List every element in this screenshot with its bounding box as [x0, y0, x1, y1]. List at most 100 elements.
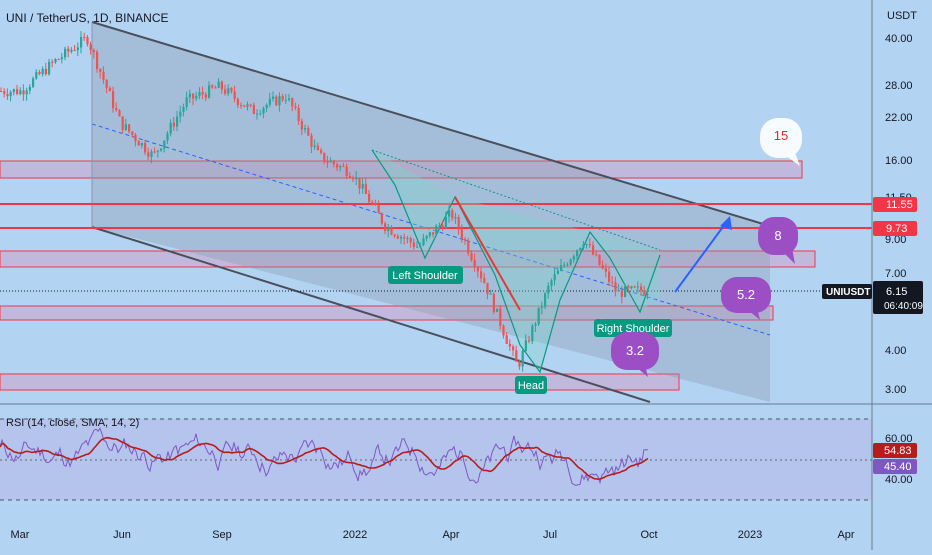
candle-body: [54, 59, 57, 63]
candle-body: [476, 267, 479, 272]
candle-body: [444, 216, 447, 228]
candle-body: [236, 98, 239, 106]
candle-body: [67, 48, 70, 52]
candle-body: [412, 242, 415, 248]
candle-body: [19, 90, 22, 95]
candle-body: [640, 286, 643, 291]
candle-body: [268, 98, 271, 105]
candle-body: [336, 164, 339, 168]
candle-body: [547, 285, 550, 294]
badge-11-55-text: 11.55: [886, 199, 913, 211]
candle-body: [89, 44, 92, 51]
candle-body: [195, 95, 198, 99]
candle-body: [569, 259, 572, 265]
candle-body: [265, 104, 268, 109]
candle-body: [220, 81, 223, 90]
candle-body: [585, 244, 588, 246]
symbol-label: UNIUSDT: [822, 284, 872, 299]
candle-body: [435, 226, 438, 235]
candle-body: [32, 78, 35, 87]
time-tick-2023: 2023: [738, 529, 762, 541]
time-axis[interactable]: Mar Jun Sep 2022 Apr Jul Oct 2023 Apr: [11, 529, 855, 541]
candle-body: [419, 245, 422, 247]
candle-body: [243, 105, 246, 107]
price-axis[interactable]: USDT 40.00 28.00 22.00 16.00 11.50 9.00 …: [822, 0, 923, 550]
candle-body: [176, 116, 179, 127]
candle-body: [374, 203, 377, 206]
candle-body: [70, 49, 73, 52]
candle-body: [566, 264, 569, 266]
candle-body: [128, 124, 131, 132]
candle-body: [259, 113, 262, 115]
candle-body: [60, 57, 63, 60]
time-tick-oct: Oct: [640, 529, 657, 541]
candle-body: [73, 49, 76, 51]
candle-body: [48, 61, 51, 75]
candle-body: [572, 256, 575, 260]
candle-body: [44, 68, 47, 75]
candle-body: [3, 91, 6, 95]
time-tick-jul: Jul: [543, 529, 557, 541]
callout-3-2-text: 3.2: [626, 343, 644, 358]
candle-body: [230, 88, 233, 92]
candle-body: [198, 92, 201, 96]
candle-body: [185, 97, 188, 107]
candle-body: [25, 90, 28, 95]
candle-body: [428, 232, 431, 236]
candle-body: [332, 160, 335, 165]
zone-upper: [0, 160, 803, 179]
candle-body: [208, 85, 211, 98]
candle-body: [214, 87, 217, 89]
rsi-line: [0, 427, 648, 486]
candle-body: [201, 92, 204, 95]
candle-body: [448, 210, 451, 217]
candle-body: [86, 37, 89, 45]
candle-body: [288, 98, 291, 100]
candle-body: [112, 91, 115, 109]
label-left-shoulder: Left Shoulder: [388, 266, 463, 284]
candle-body: [384, 223, 387, 231]
candle-body: [467, 240, 470, 254]
candle-body: [28, 86, 31, 91]
candle-body: [643, 290, 646, 295]
candle-body: [425, 235, 428, 239]
candle-body: [92, 50, 95, 53]
candle-body: [432, 232, 435, 235]
candle-body: [531, 325, 534, 342]
candle-body: [102, 71, 105, 80]
time-tick-apr-2023: Apr: [837, 529, 854, 541]
candle-body: [281, 96, 284, 100]
callout-15-text: 15: [774, 128, 788, 143]
candle-body: [272, 96, 275, 99]
candle-body: [454, 217, 457, 219]
price-tick-3: 3.00: [885, 384, 906, 396]
trend-line-red: [454, 196, 521, 311]
candle-body: [358, 177, 361, 189]
chart-title: UNI / TetherUS, 1D, BINANCE: [6, 11, 169, 25]
candle-body: [140, 143, 143, 146]
candle-body: [633, 286, 636, 288]
candle-body: [387, 227, 390, 231]
candle-body: [233, 91, 236, 99]
candle-body: [560, 265, 563, 271]
candle-body: [544, 293, 547, 307]
candle-body: [256, 113, 259, 115]
candle-body: [515, 350, 518, 362]
candle-body: [297, 107, 300, 122]
label-right-shoulder-text: Right Shoulder: [597, 323, 670, 335]
candle-body: [473, 259, 476, 268]
rsi-label: RSI (14, close, SMA, 14, 2): [6, 417, 139, 429]
price-tick-22: 22.00: [885, 112, 913, 124]
candle-body: [57, 59, 60, 61]
candle-body: [294, 106, 297, 108]
candle-body: [614, 282, 617, 292]
candle-body: [38, 71, 41, 75]
candle-body: [144, 143, 147, 153]
rsi-tick-40: 40.00: [885, 474, 913, 486]
candle-body: [99, 68, 102, 72]
candle-body: [278, 96, 281, 106]
time-tick-sep: Sep: [212, 529, 232, 541]
channel-fill: [92, 22, 770, 402]
